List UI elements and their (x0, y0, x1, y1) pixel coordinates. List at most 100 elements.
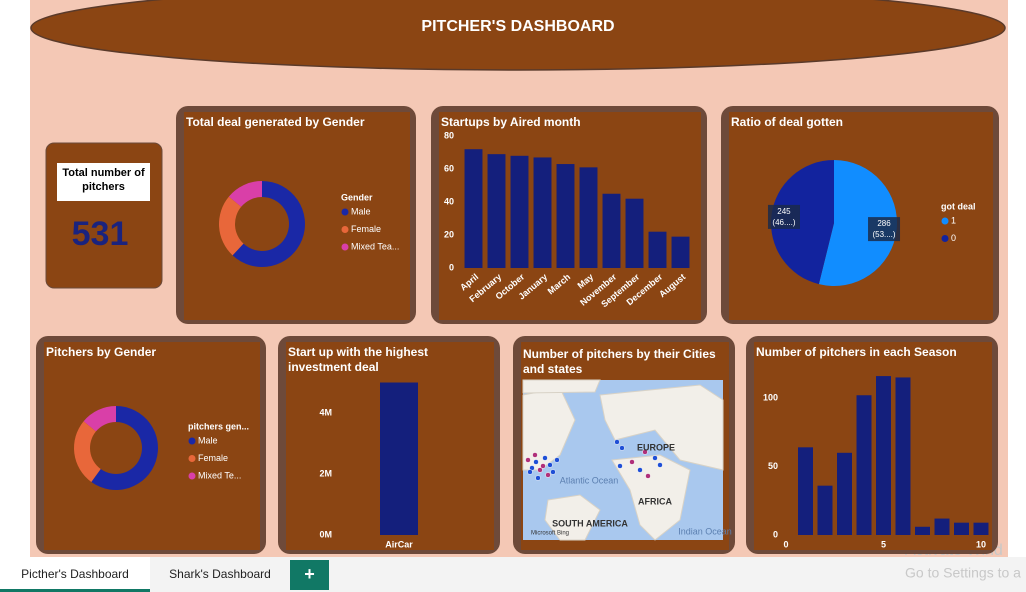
chart-title: Ratio of deal gotten (731, 115, 843, 129)
legend-marker (188, 437, 196, 445)
bar (895, 377, 911, 535)
chart-title: Startups by Aired month (441, 115, 581, 129)
map-dot (532, 452, 538, 458)
legend-label: Mixed Te... (198, 470, 241, 480)
data-label-box (868, 217, 901, 242)
legend-marker (341, 243, 349, 251)
tab-underline (0, 589, 150, 592)
map-label: AFRICA (638, 496, 672, 506)
legend-label: 1 (951, 215, 956, 225)
legend-title: Gender (341, 192, 373, 202)
header-banner (30, 0, 1006, 71)
map-dot (657, 462, 663, 468)
map-dot (619, 445, 625, 451)
legend-marker (941, 235, 949, 242)
legend-marker (341, 226, 349, 233)
data-label-box (767, 204, 800, 229)
map-label: Microsoft Bing (531, 531, 569, 537)
legend-label: Male (351, 206, 371, 216)
map-land (599, 384, 724, 471)
bar (817, 485, 833, 535)
y-tick-label: 20 (444, 229, 454, 239)
map-land (544, 494, 601, 541)
chart-title: Number of pitchers in each Season (756, 345, 957, 359)
legend-title: pitchers gen... (188, 421, 249, 431)
data-label: 245 (46....) (772, 206, 796, 227)
x-tick-label: 5 (881, 539, 886, 549)
map-dot (629, 459, 635, 465)
bar (533, 157, 552, 268)
bar (915, 526, 930, 535)
map-dot (542, 455, 548, 461)
bar (671, 236, 690, 268)
map-dot (550, 469, 556, 475)
legend-marker (941, 217, 949, 225)
slice (232, 181, 305, 268)
chart-title: Total deal generated by Gender (186, 115, 365, 129)
x-tick-label: 10 (976, 539, 986, 549)
legend-marker (341, 208, 349, 216)
tab: Picther's Dashboard (21, 567, 129, 581)
bar (579, 167, 598, 268)
map-dot (525, 457, 531, 463)
map-dot (614, 439, 620, 445)
y-tick-label: 0 (773, 529, 778, 539)
bar (556, 164, 575, 268)
watermark: Go to Settings to a (905, 565, 1021, 581)
bar (510, 155, 529, 268)
bar (934, 518, 950, 535)
add-tab[interactable] (290, 560, 329, 590)
header-title: PITCHER'S DASHBOARD (421, 18, 614, 35)
y-tick-label: 50 (768, 461, 778, 471)
bar (856, 395, 872, 535)
map-dot (545, 472, 551, 478)
legend-label: Male (198, 435, 218, 445)
card-label: Total number of pitchers (62, 167, 145, 193)
slice (818, 160, 897, 286)
map-label: Indian Ocean (678, 526, 732, 536)
bar (837, 452, 852, 535)
y-tick-label: 100 (763, 392, 778, 402)
bar (876, 376, 891, 535)
map-dot (554, 457, 560, 463)
bar (487, 154, 506, 268)
bar (380, 382, 418, 535)
bar (648, 231, 667, 268)
map-dot (645, 473, 651, 479)
bar (625, 198, 644, 268)
chart-title: Start up with the highest investment dea… (288, 345, 428, 374)
tab-bar (0, 557, 1026, 592)
add-tab-icon: + (304, 564, 315, 584)
y-tick-label: 0M (319, 529, 332, 539)
map-dot (652, 455, 658, 461)
y-tick-label: 60 (444, 163, 454, 173)
bar (464, 149, 483, 268)
slice (770, 160, 834, 285)
tab-active[interactable] (0, 557, 150, 592)
slice (83, 406, 116, 432)
legend-marker (188, 455, 196, 462)
map-dot (537, 467, 543, 473)
slice (228, 181, 262, 207)
map-dot (535, 475, 541, 481)
bar (973, 522, 989, 535)
map-label: Atlantic Ocean (560, 475, 619, 485)
map-dot (533, 459, 539, 465)
map-dot (617, 463, 623, 469)
x-tick-label: AirCar (385, 539, 413, 549)
data-label: 286 (53....) (872, 219, 896, 240)
map-dot (540, 463, 546, 469)
y-tick-label: 0 (449, 262, 454, 272)
y-tick-label: 4M (319, 407, 332, 417)
bar (798, 447, 813, 535)
chart-title: Pitchers by Gender (46, 345, 157, 359)
y-tick-label: 40 (444, 196, 454, 206)
map-dot (642, 449, 648, 455)
y-tick-label: 80 (444, 130, 454, 140)
slice (91, 406, 159, 491)
tab[interactable]: Shark's Dashboard (169, 567, 271, 581)
y-tick-label: 2M (319, 468, 332, 478)
map-land (611, 454, 691, 541)
